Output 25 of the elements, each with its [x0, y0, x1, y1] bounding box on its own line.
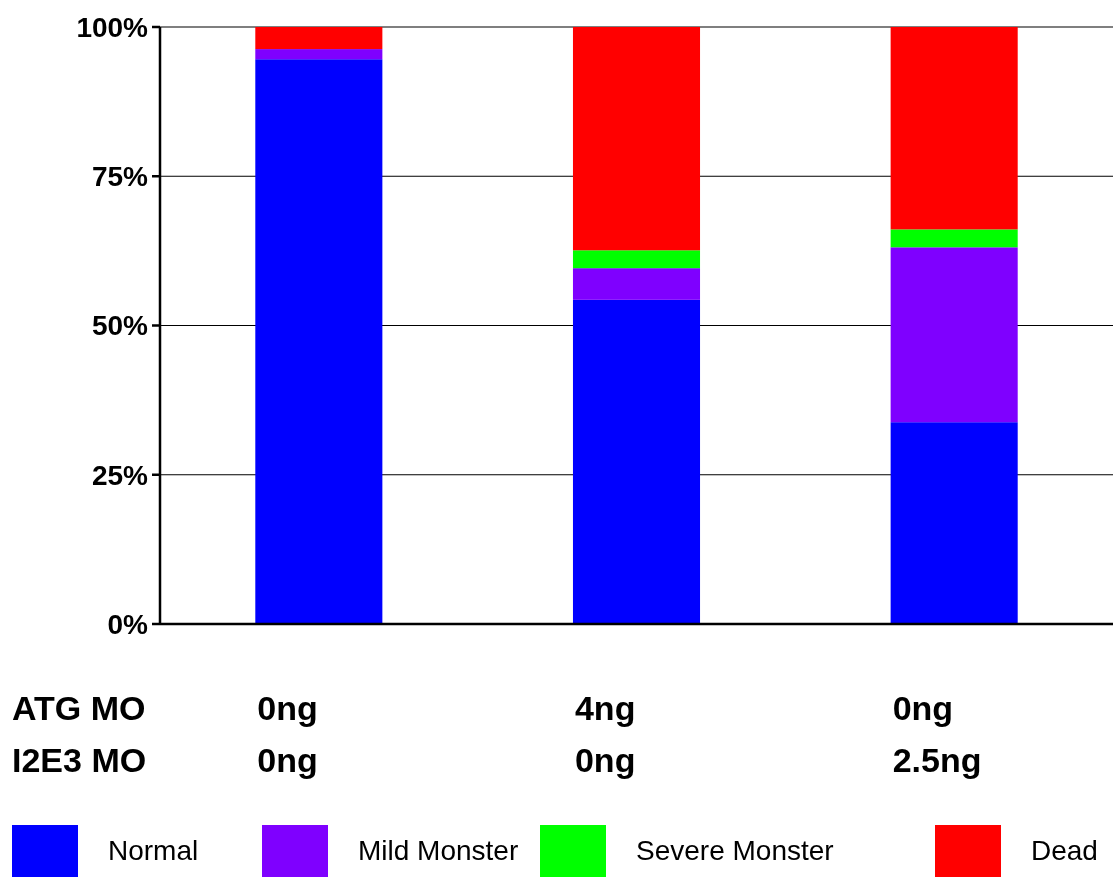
x-tick-label: 0ng 0ng — [257, 688, 318, 779]
y-tick-label: 0% — [107, 608, 149, 640]
bar — [890, 27, 1018, 230]
bar — [572, 27, 701, 251]
bar — [890, 422, 1018, 624]
bar — [890, 247, 1018, 423]
y-tick-label: 100% — [76, 11, 149, 43]
bar — [572, 268, 701, 300]
bar — [572, 299, 701, 624]
text: ATG MO — [12, 688, 146, 727]
legend-label: Severe Monster — [636, 834, 834, 866]
bar — [255, 49, 383, 60]
bar — [255, 27, 383, 50]
text: I2E3 MO — [12, 740, 147, 779]
legend-label: Normal — [108, 834, 199, 866]
y-tick-label: 25% — [91, 459, 149, 491]
y-tick-label: 50% — [91, 310, 149, 342]
bar — [255, 59, 383, 624]
bar — [890, 229, 1018, 248]
x-tick-label: 4ng 0ng — [574, 688, 636, 779]
bar — [572, 250, 701, 269]
x-tick-label: 0ng 2.5ng — [892, 688, 982, 779]
y-tick-label: 75% — [91, 161, 149, 193]
legend-label: Dead — [1031, 834, 1098, 866]
legend-label: Mild Monster — [358, 834, 519, 866]
